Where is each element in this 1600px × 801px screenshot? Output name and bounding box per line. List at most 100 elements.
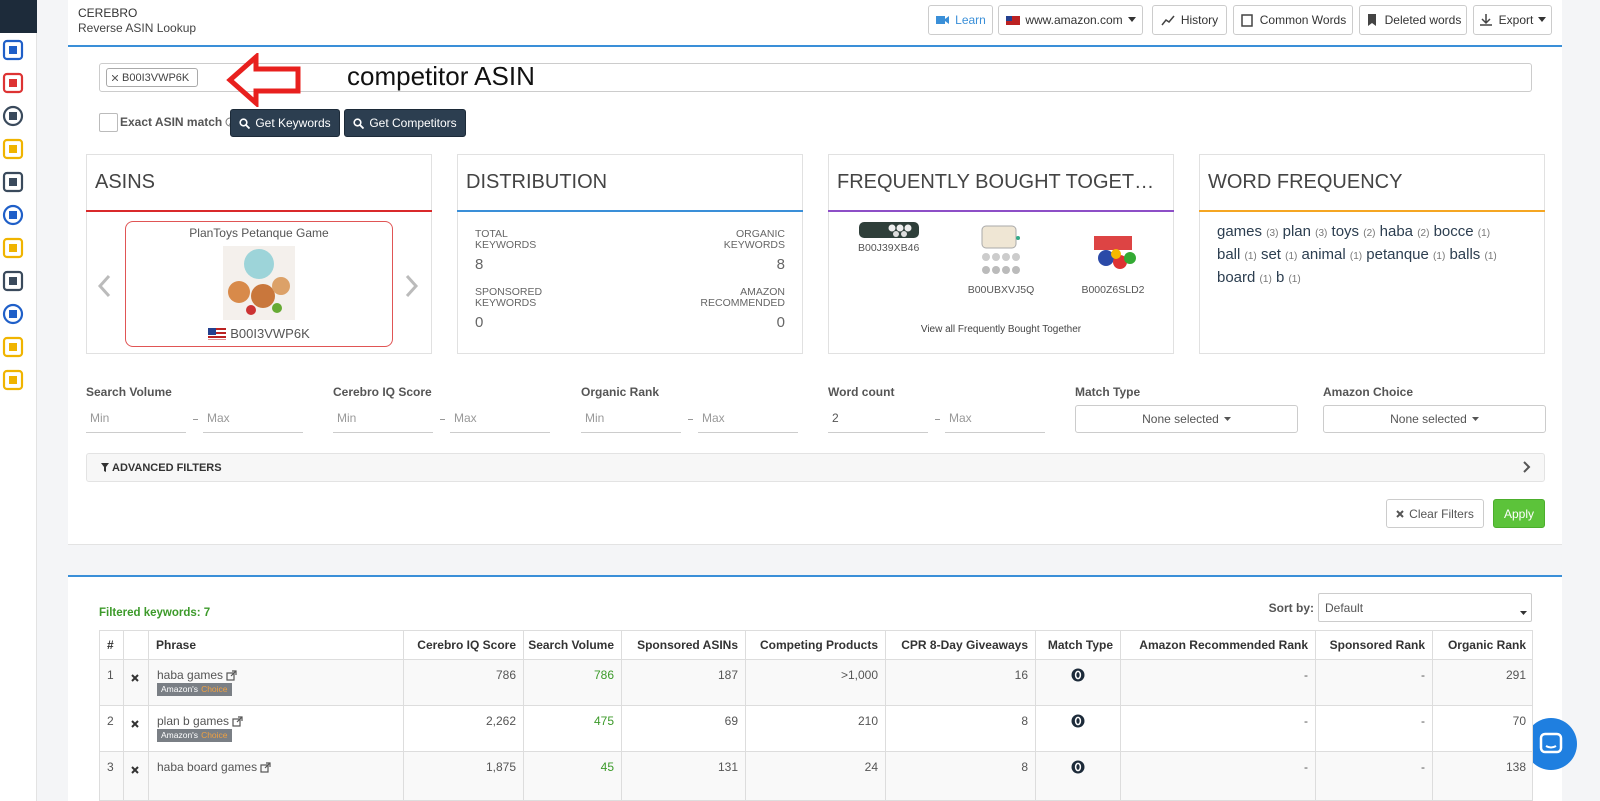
column-divider [745, 630, 746, 801]
stat-value: 0 [475, 314, 484, 331]
button-icon [1006, 16, 1021, 25]
row-number: 2 [107, 714, 114, 728]
cell-organic-rank: 70 [1512, 714, 1526, 728]
column-divider [123, 630, 124, 801]
phrase[interactable]: haba board games [157, 760, 271, 774]
remove-row [131, 720, 139, 728]
column-header[interactable]: Amazon Recommended Rank [1139, 638, 1308, 652]
card-rule [1199, 210, 1545, 212]
phrase[interactable]: plan b games [157, 714, 243, 728]
filter-max[interactable]: Max [698, 405, 798, 433]
column-header[interactable]: Sponsored Rank [1329, 638, 1425, 652]
match-type-icon-wrap [1071, 760, 1085, 777]
sidebar-active [0, 0, 37, 33]
advanced-label: ADVANCED FILTERS [112, 461, 222, 474]
action-button[interactable]: Get Competitors [344, 109, 466, 137]
search-icon [353, 117, 365, 129]
asin-label: B00I3VWP6K [230, 326, 310, 341]
advanced-filters[interactable]: ADVANCED FILTERS [86, 453, 1545, 482]
header-button[interactable]: Learn [928, 5, 993, 35]
remove-icon[interactable] [112, 74, 118, 81]
filter-select[interactable]: None selected [1075, 405, 1298, 433]
sidebar-icon [2, 402, 24, 424]
fbt-image-wrap [978, 224, 1022, 283]
chat-bubble[interactable] [1525, 718, 1577, 770]
row-bg [100, 752, 1532, 801]
column-header[interactable]: Organic Rank [1447, 638, 1526, 652]
sidebar-icon-wrap [2, 72, 24, 97]
clear-icon [1396, 509, 1404, 518]
exact-checkbox[interactable] [99, 113, 118, 132]
column-header[interactable]: Phrase [156, 638, 197, 652]
carousel-next-wrap [405, 274, 419, 301]
column-header[interactable]: Sponsored ASINs [637, 638, 738, 652]
word: animal [1301, 246, 1346, 263]
action-button[interactable]: Get Keywords [230, 109, 340, 137]
chat-icon [1539, 732, 1563, 754]
column-header[interactable]: Cerebro IQ Score [417, 638, 516, 652]
filter-dash [688, 419, 693, 420]
word-count: (3) [1266, 228, 1279, 239]
word: board [1217, 269, 1256, 286]
exact-label-text: Exact ASIN match [120, 115, 223, 129]
word-count: (1) [1477, 228, 1491, 239]
external-link[interactable] [260, 761, 271, 773]
column-header[interactable]: CPR 8-Day Giveaways [901, 638, 1028, 652]
search-icon [239, 117, 251, 129]
clear-filters[interactable]: Clear Filters [1386, 499, 1484, 528]
filter-min[interactable]: Min [86, 405, 186, 433]
header-button[interactable]: Deleted words [1359, 5, 1467, 35]
sidebar-icon-wrap [2, 270, 24, 295]
table-head-bg [100, 631, 1532, 660]
button-icon [1241, 14, 1253, 27]
external-link[interactable] [226, 669, 237, 681]
fbt-link[interactable]: View all Frequently Bought Together [920, 324, 1082, 335]
cell-organic-rank: 291 [1505, 668, 1526, 682]
header-button[interactable]: History [1152, 5, 1227, 35]
filter-min[interactable]: Min [333, 405, 433, 433]
annotation: competitor ASIN [347, 61, 535, 91]
carousel-prev-wrap [97, 274, 111, 301]
sidebar-icon [2, 171, 24, 193]
header-rule [68, 45, 1562, 47]
asin-tag-label: B00I3VWP6K [122, 71, 190, 84]
column-header[interactable]: Match Type [1047, 638, 1113, 652]
column-header[interactable]: Search Volume [528, 638, 614, 652]
sort-select[interactable]: Default [1318, 593, 1532, 622]
header-button[interactable]: Common Words [1233, 5, 1353, 35]
sidebar-icon-wrap [2, 204, 24, 229]
asin-card [125, 221, 393, 347]
fbt-asin[interactable]: B00UBXVJ5Q [967, 284, 1035, 296]
caret [1471, 416, 1479, 421]
phrase-text: plan b games [157, 714, 230, 728]
asin-tag[interactable]: B00I3VWP6K [106, 68, 198, 87]
filter-max[interactable]: Max [203, 405, 303, 433]
word-count: (1) [1244, 251, 1257, 262]
asin-input[interactable] [99, 63, 1532, 92]
caret [1538, 17, 1547, 22]
column-header[interactable]: # [107, 638, 114, 652]
filter-min[interactable]: Min [581, 405, 681, 433]
button-label: www.amazon.com [1025, 13, 1123, 27]
filter-label: Amazon Choice [1323, 385, 1414, 399]
phrase[interactable]: haba games [157, 668, 237, 682]
sidebar-icon [2, 369, 24, 391]
filter-max[interactable]: Max [450, 405, 550, 433]
red-arrow-wrap [226, 51, 302, 110]
filter-select[interactable]: None selected [1323, 405, 1546, 433]
filter-min[interactable]: 2 [828, 405, 928, 433]
column-header[interactable]: Competing Products [759, 638, 878, 652]
header-button[interactable]: www.amazon.com [998, 5, 1143, 35]
column-divider [1432, 630, 1433, 801]
header-button[interactable]: Export [1473, 5, 1552, 35]
filter-max[interactable]: Max [945, 405, 1045, 433]
cell-cpr: 16 [1014, 668, 1028, 682]
fbt-asin[interactable]: B00J39XB46 [858, 242, 920, 254]
apply-button[interactable]: Apply [1493, 499, 1545, 528]
fbt-asin[interactable]: B000Z6SLD2 [1081, 284, 1145, 296]
cell-organic-rank: 138 [1505, 760, 1526, 774]
cell-sponsored-rank: - [1421, 668, 1425, 682]
column-divider [148, 630, 149, 801]
fbt-image [1094, 236, 1136, 269]
external-link[interactable] [232, 715, 243, 727]
